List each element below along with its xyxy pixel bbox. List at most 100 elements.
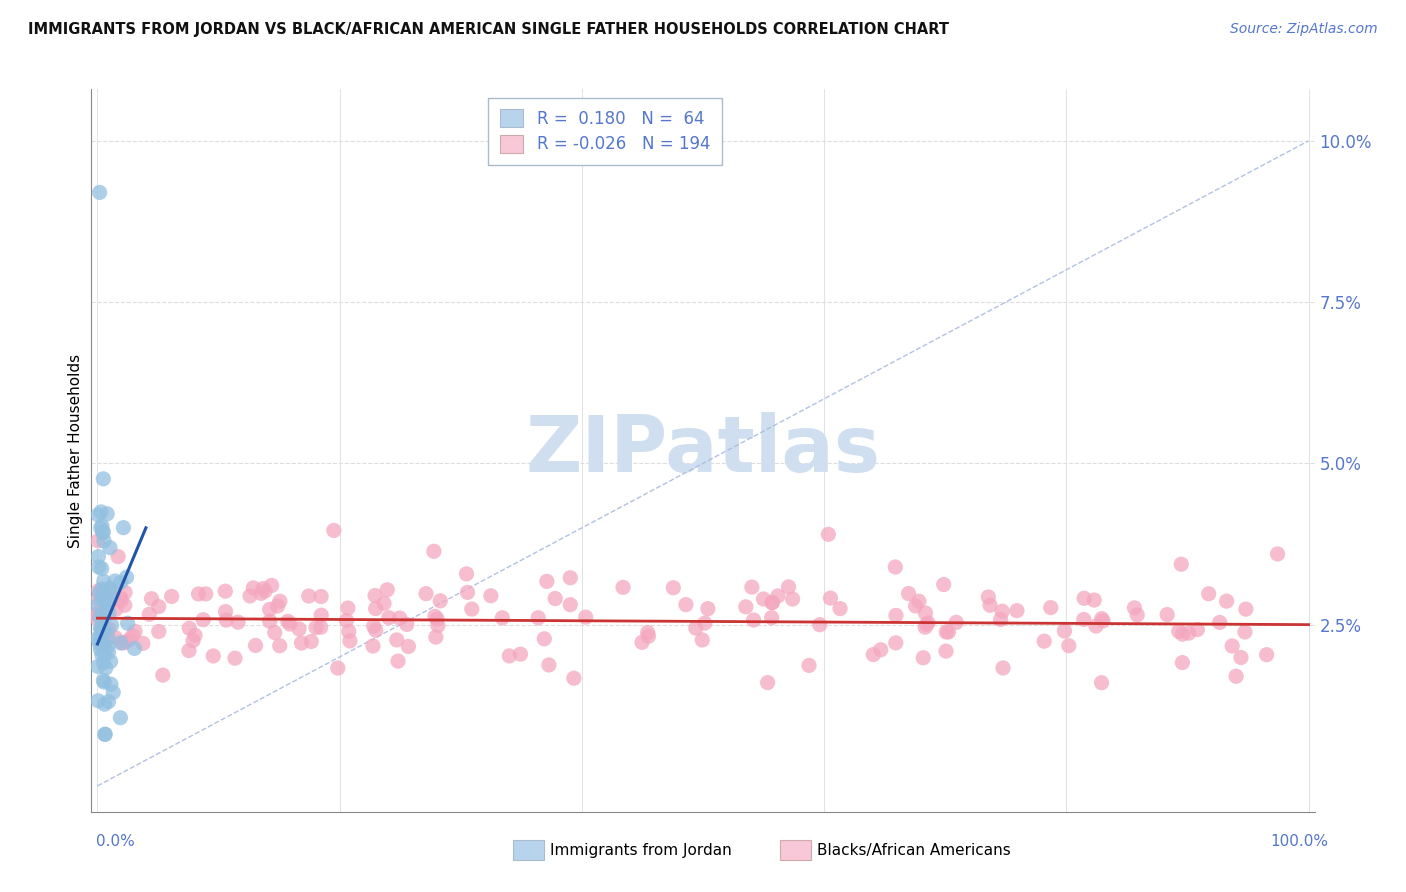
Point <box>93 591 115 605</box>
Point <box>326 661 349 675</box>
Point <box>932 577 955 591</box>
Point <box>115 570 138 584</box>
Point <box>187 587 209 601</box>
Point <box>309 608 332 623</box>
Point <box>269 639 291 653</box>
Point <box>741 580 763 594</box>
Point <box>239 589 262 603</box>
Point <box>388 611 411 625</box>
Point <box>884 560 907 574</box>
Point <box>685 621 707 635</box>
Point <box>90 648 112 662</box>
Point <box>98 582 121 597</box>
Point <box>1215 594 1237 608</box>
Point <box>103 685 125 699</box>
Point <box>690 632 713 647</box>
Point <box>782 592 804 607</box>
Point <box>1187 623 1209 637</box>
Point <box>269 594 291 608</box>
Point <box>93 697 115 711</box>
Text: ZIPatlas: ZIPatlas <box>526 412 880 489</box>
Point <box>97 640 120 654</box>
Point <box>797 658 820 673</box>
Point <box>756 675 779 690</box>
Point <box>94 727 117 741</box>
Point <box>675 598 697 612</box>
Point <box>938 624 960 639</box>
Point <box>305 621 328 635</box>
Point <box>252 582 274 596</box>
Point <box>226 615 249 630</box>
Point <box>160 590 183 604</box>
Point <box>103 592 125 607</box>
Point <box>637 629 659 643</box>
Point <box>979 599 1001 613</box>
Point <box>91 636 114 650</box>
Point <box>387 654 409 668</box>
Point <box>544 591 567 606</box>
Point <box>94 622 117 636</box>
Point <box>193 613 215 627</box>
Point <box>290 636 312 650</box>
Point <box>752 592 775 607</box>
Point <box>87 560 110 574</box>
Point <box>1233 624 1256 639</box>
Point <box>91 587 114 601</box>
Point <box>1126 607 1149 622</box>
Text: 0.0%: 0.0% <box>96 834 135 848</box>
Point <box>396 640 419 654</box>
Point <box>1170 558 1192 572</box>
Point <box>612 580 634 594</box>
Point <box>915 617 938 632</box>
Point <box>299 634 322 648</box>
Point <box>86 612 108 626</box>
Point <box>89 610 111 624</box>
Point <box>479 589 502 603</box>
Point <box>761 596 783 610</box>
Point <box>1171 627 1194 641</box>
Point <box>991 661 1014 675</box>
Text: Source: ZipAtlas.com: Source: ZipAtlas.com <box>1230 22 1378 37</box>
Point <box>385 632 408 647</box>
Point <box>118 632 141 647</box>
Point <box>766 589 789 603</box>
Point <box>87 659 110 673</box>
Point <box>98 541 121 555</box>
Point <box>884 608 907 623</box>
Point <box>742 613 765 627</box>
Point <box>309 590 332 604</box>
Point <box>91 607 114 622</box>
Point <box>87 583 110 598</box>
Point <box>1220 639 1243 653</box>
Point <box>124 624 146 639</box>
Point <box>98 593 121 607</box>
Point <box>93 574 115 589</box>
Point <box>761 610 783 624</box>
Point <box>298 589 321 603</box>
Point <box>93 673 115 688</box>
Point <box>1091 612 1114 626</box>
Point <box>820 591 842 606</box>
Text: Blacks/African Americans: Blacks/African Americans <box>817 843 1011 857</box>
Point <box>91 624 114 638</box>
Point <box>110 636 132 650</box>
Point <box>498 648 520 663</box>
Point <box>1256 648 1278 662</box>
Point <box>415 587 437 601</box>
Point <box>202 648 225 663</box>
Point <box>89 637 111 651</box>
Point <box>1230 650 1253 665</box>
Point <box>912 650 935 665</box>
Point <box>1171 656 1194 670</box>
Point <box>98 606 121 620</box>
Point <box>114 635 136 649</box>
Point <box>377 610 399 624</box>
Point <box>914 620 936 634</box>
Point <box>336 601 359 615</box>
Point <box>111 636 134 650</box>
Point <box>91 592 114 607</box>
Point <box>105 602 128 616</box>
Point <box>132 636 155 650</box>
Point <box>817 527 839 541</box>
Point <box>100 654 122 668</box>
